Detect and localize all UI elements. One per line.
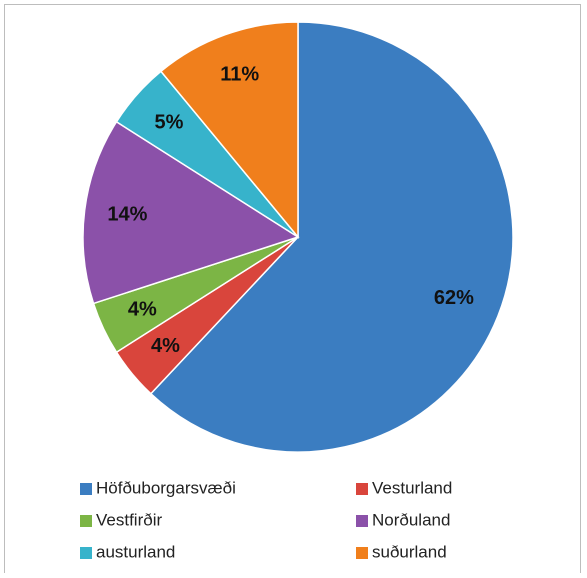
- data-label: 4%: [128, 299, 157, 321]
- legend-swatch: [80, 515, 92, 527]
- legend-label: Vestfirðir: [96, 510, 162, 529]
- data-label: 11%: [220, 63, 259, 85]
- pie-slice: [159, 21, 299, 240]
- legend-label: Vesturland: [372, 478, 452, 497]
- data-label: 14%: [107, 204, 147, 226]
- data-label: 5%: [155, 112, 184, 134]
- pie-slice: [149, 21, 514, 453]
- legend-label: suðurland: [372, 542, 447, 561]
- legend-label: Höfðuborgarsvæði: [96, 478, 236, 497]
- legend-label: Norðuland: [372, 510, 450, 529]
- legend-swatch: [356, 515, 368, 527]
- pie-slice: [82, 120, 300, 305]
- data-label: 4%: [151, 335, 180, 357]
- legend-swatch: [356, 483, 368, 495]
- legend-swatch: [80, 483, 92, 495]
- legend-swatch: [356, 547, 368, 559]
- legend-swatch: [80, 547, 92, 559]
- legend-label: austurland: [96, 542, 175, 561]
- data-label: 62%: [434, 287, 474, 309]
